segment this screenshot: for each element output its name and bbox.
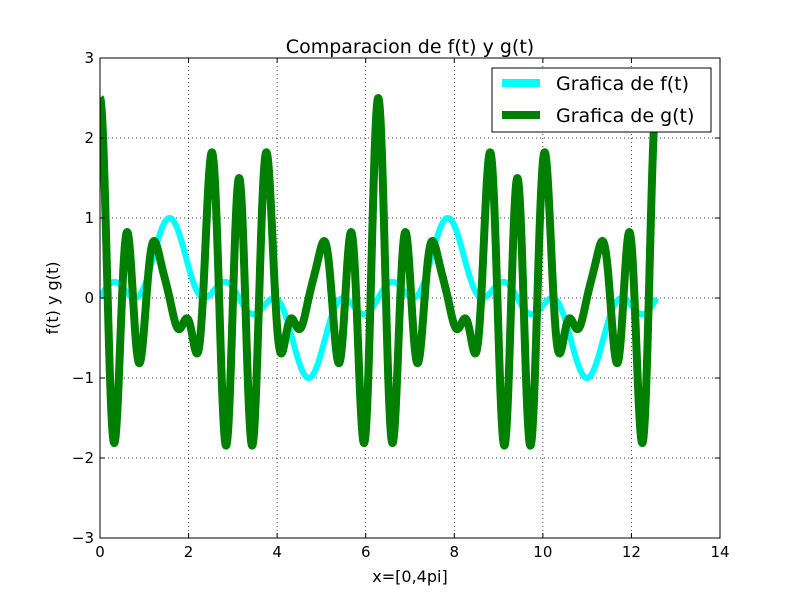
y-axis-label: f(t) y g(t) [43,262,62,335]
y-tick-label: 2 [84,129,94,147]
x-tick-label: 0 [95,543,105,561]
x-tick-label: 8 [450,543,460,561]
legend: Grafica de f(t) Grafica de g(t) [491,67,712,133]
series-f-line [100,215,660,381]
x-tick-label: 6 [361,543,371,561]
chart-title: Comparacion de f(t) y g(t) [286,36,534,58]
series-layer [100,94,661,450]
y-tick-label: −1 [72,369,94,387]
x-tick-label: 14 [710,543,729,561]
y-tick-label: −2 [72,449,94,467]
x-tick-label: 12 [622,543,641,561]
y-tick-label: 1 [84,209,94,227]
y-tick-label: −3 [72,529,94,547]
y-tick-label: 3 [84,49,94,67]
x-tick-label: 4 [272,543,282,561]
x-tick-label: 2 [184,543,194,561]
legend-label-g: Grafica de g(t) [556,105,694,127]
x-axis-label: x=[0,4pi] [372,567,447,586]
y-tick-label: 0 [84,289,94,307]
series-g-line [100,94,661,450]
x-tick-label: 10 [533,543,552,561]
legend-label-f: Grafica de f(t) [556,73,689,95]
legend-frame [491,67,712,133]
